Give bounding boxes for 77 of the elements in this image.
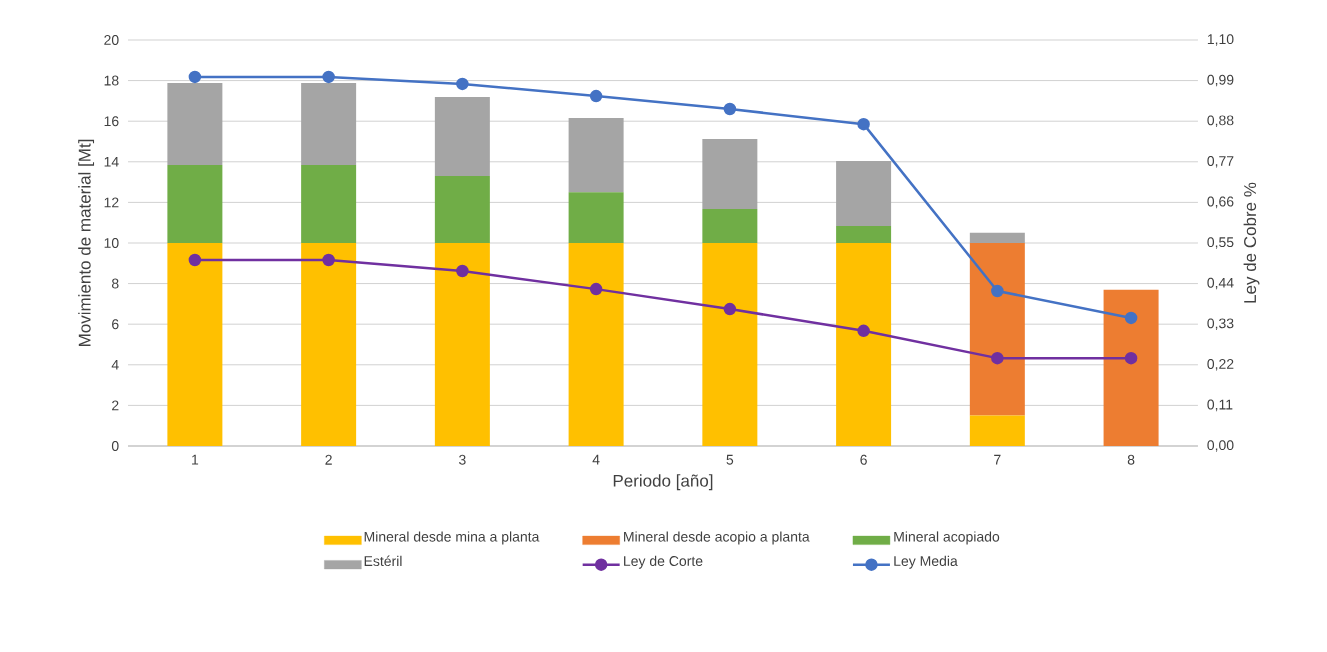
bar: [434, 176, 490, 243]
bar: [836, 160, 892, 226]
bar: [568, 117, 624, 193]
point: [589, 282, 603, 296]
legend-label: Mineral desde acopio a planta: [624, 531, 810, 545]
y2-tick-label: 0,77: [1207, 155, 1234, 168]
y-tick-label: 4: [111, 359, 119, 370]
x-tick-label: 1: [192, 454, 199, 465]
y-tick-label: 12: [104, 197, 119, 208]
bar: [969, 242, 1025, 416]
point: [188, 253, 202, 267]
y-tick-label: 2: [112, 400, 119, 411]
x-tick-label: 4: [592, 454, 600, 465]
point: [589, 89, 603, 103]
y-tick-label: 16: [104, 116, 119, 127]
legend-label: Ley Media: [894, 555, 958, 569]
legend-label: Mineral acopiado: [894, 531, 1000, 545]
point: [991, 284, 1004, 298]
bar: [167, 83, 223, 166]
point: [723, 102, 737, 116]
y-tick-label: 14: [104, 156, 119, 167]
y2-axis-title: Ley de Cobre %: [1243, 182, 1260, 303]
point: [1124, 311, 1138, 325]
bar: [434, 242, 490, 446]
x-tick-label: 6: [860, 454, 867, 465]
point: [857, 117, 870, 131]
y2-tick-label: 0,44: [1207, 277, 1234, 290]
bar: [167, 242, 223, 446]
y-tick-label: 10: [104, 238, 119, 248]
bar: [1103, 289, 1159, 446]
x-axis-title: Periodo [año]: [613, 474, 713, 491]
point: [1124, 351, 1138, 365]
bar: [301, 242, 357, 446]
y2-tick-label: 0,33: [1207, 318, 1234, 330]
bar: [167, 165, 223, 243]
y2-tick-label: 0,22: [1207, 358, 1234, 371]
point: [322, 70, 335, 84]
point: [857, 324, 870, 338]
point: [456, 264, 469, 278]
y-tick-label: 8: [111, 278, 119, 289]
y2-tick-label: 0,66: [1207, 196, 1234, 209]
point: [991, 351, 1004, 365]
point: [188, 70, 202, 84]
bar: [702, 139, 758, 210]
legend-label: Estéril: [364, 555, 402, 567]
legend-label: Mineral desde mina a planta: [364, 531, 540, 545]
x-tick-label: 5: [726, 454, 734, 465]
bar: [568, 242, 624, 446]
y2-tick-label: 0,99: [1207, 74, 1234, 87]
y2-tick-label: 0,88: [1207, 115, 1234, 127]
bar: [969, 232, 1025, 243]
y2-tick-label: 0,00: [1207, 440, 1234, 452]
bar: [301, 165, 357, 243]
point: [322, 253, 335, 267]
bar: [301, 83, 357, 166]
y-tick-label: 18: [104, 75, 119, 86]
y2-tick-label: 0,11: [1207, 399, 1233, 412]
legend-label: Ley de Corte: [624, 555, 703, 569]
y2-tick-label: 1,10: [1207, 34, 1234, 46]
bar: [434, 97, 490, 176]
y-axis-title: Movimiento de material [Mt]: [78, 139, 95, 346]
x-tick-label: 3: [459, 454, 466, 465]
x-tick-label: 8: [1127, 454, 1135, 465]
y-tick-label: 0: [111, 441, 119, 451]
x-tick-label: 7: [994, 454, 1001, 465]
point: [456, 77, 469, 91]
bar: [836, 242, 892, 446]
bar: [568, 192, 624, 243]
y-tick-label: 20: [104, 35, 119, 45]
bar: [969, 415, 1025, 446]
bar: [702, 242, 758, 446]
point: [723, 302, 737, 316]
x-tick-label: 2: [325, 454, 332, 465]
bar: [836, 225, 892, 243]
bar: [702, 209, 758, 243]
y2-tick-label: 0,55: [1207, 237, 1234, 249]
y-tick-label: 6: [112, 319, 119, 330]
